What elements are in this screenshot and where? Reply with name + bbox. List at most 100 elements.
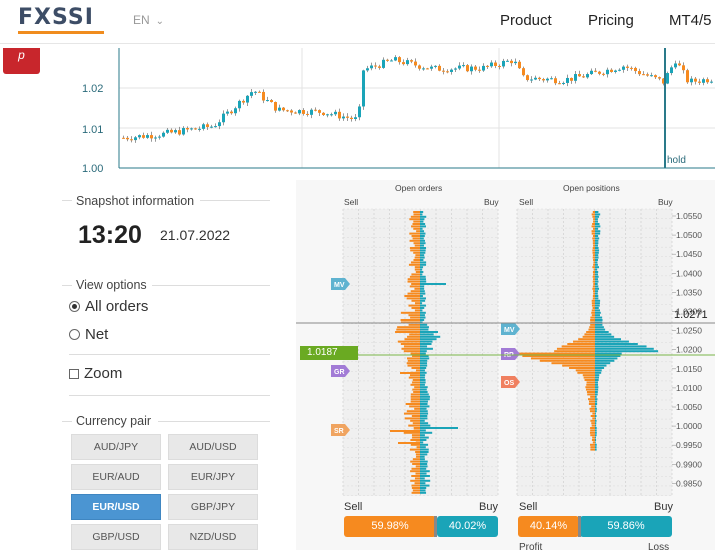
positions-buy-bar [595, 311, 601, 314]
orders-sell-bar [416, 446, 420, 449]
candle-body [486, 65, 489, 67]
positions-ratio-handle[interactable] [578, 516, 581, 537]
share-tab[interactable]: p [3, 48, 40, 74]
orders-sell-bar [405, 403, 420, 405]
orders-sell-bar [411, 475, 420, 477]
orders-buy-bar [420, 422, 429, 425]
pair-nzd-usd[interactable]: NZD/USD [168, 524, 258, 550]
orders-marker-mv[interactable]: MV [331, 278, 350, 290]
orders-ratio-handle[interactable] [434, 516, 437, 537]
orders-sell-bar [411, 367, 420, 369]
candle-body [610, 69, 613, 72]
language-selector[interactable]: EN ⌄ [133, 13, 164, 27]
positions-buy-label: Buy [658, 197, 673, 207]
orders-buy-bar [420, 429, 426, 432]
candle-body [402, 62, 405, 65]
pair-eur-jpy[interactable]: EUR/JPY [168, 464, 258, 490]
orders-sell-bar [413, 211, 420, 213]
orders-buy-bar [420, 223, 426, 225]
candle-body [558, 83, 561, 85]
orders-buy-bar [420, 451, 429, 453]
positions-sell-bar [591, 311, 595, 314]
positions-sell-bar [590, 443, 595, 446]
positions-buy-bar [595, 227, 599, 230]
orders-marker-gr[interactable]: GR [331, 365, 350, 377]
orders-sell-bar [409, 405, 420, 408]
price-level-label: 1.0500 [676, 230, 702, 240]
orders-marker-sr[interactable]: SR [331, 424, 350, 436]
positions-sell-bar [592, 271, 595, 273]
green-price-tag[interactable]: 1.0187 [300, 346, 358, 360]
orders-buy-bar [420, 371, 427, 374]
snapshot-time: 13:20 [78, 221, 142, 249]
orders-buy-bar [420, 407, 427, 410]
candle-body [386, 59, 389, 61]
nav-pricing[interactable]: Pricing [588, 12, 634, 29]
positions-sell-bar [562, 364, 595, 367]
positions-sell-bar [588, 400, 595, 403]
candle-body [370, 65, 373, 69]
pair-eur-aud[interactable]: EUR/AUD [71, 464, 161, 490]
positions-marker-mv[interactable]: MV [501, 323, 520, 335]
positions-buy-bar [595, 436, 596, 439]
orders-buy-bar [420, 328, 429, 331]
orders-sell-bar [415, 465, 420, 468]
orders-buy-bar [420, 362, 428, 365]
orders-buy-pct: 40.02% [437, 516, 498, 537]
pair-aud-jpy[interactable]: AUD/JPY [71, 434, 161, 460]
orders-sell-bar [409, 285, 420, 288]
positions-sell-bar [592, 237, 595, 240]
pair-gbp-usd[interactable]: GBP/USD [71, 524, 161, 550]
positions-buy-bar [595, 321, 603, 324]
pinterest-icon: p [18, 48, 25, 62]
orders-sell-bar [410, 460, 420, 463]
pair-aud-usd[interactable]: AUD/USD [168, 434, 258, 460]
orders-sell-bar [403, 345, 420, 348]
candle-body [502, 60, 505, 67]
nav-product[interactable]: Product [500, 12, 552, 29]
orders-sell-bar [415, 254, 420, 257]
net-label: Net [85, 326, 109, 343]
orders-buy-bottom-label: Buy [479, 501, 498, 513]
view-options-title: View options [76, 278, 147, 292]
orders-sell-bar [412, 489, 420, 492]
positions-marker-os-label: OS [504, 380, 514, 387]
candle-body [382, 59, 385, 68]
candle-body [398, 57, 401, 63]
positions-marker-os[interactable]: OS [501, 376, 520, 388]
open-orders-title: Open orders [395, 183, 443, 193]
orders-sell-bar [413, 259, 420, 261]
pair-eur-usd[interactable]: EUR/USD [71, 494, 161, 520]
price-level-label: 1.0250 [676, 326, 702, 336]
candle-body [574, 74, 577, 81]
positions-buy-bar [595, 283, 598, 285]
orders-buy-bar [420, 287, 425, 290]
candle-body [122, 137, 125, 139]
all-orders-radio[interactable]: All orders [69, 298, 148, 315]
orders-marker-sr-shape [331, 424, 350, 436]
positions-buy-bar [595, 417, 596, 420]
checkbox-icon [69, 368, 79, 379]
price-level-label: 0.9950 [676, 440, 702, 450]
net-radio[interactable]: Net [69, 326, 108, 343]
positions-sell-bar [589, 407, 595, 410]
orders-buy-bar [420, 393, 429, 396]
nav-mt4-5[interactable]: MT4/5 [669, 12, 712, 29]
orders-buy-bar [420, 381, 426, 384]
orders-marker-mv-shape [331, 278, 350, 290]
pair-gbp-jpy[interactable]: GBP/JPY [168, 494, 258, 520]
positions-buy-bar [595, 295, 599, 297]
fxssi-logo[interactable]: FXSSI [18, 5, 94, 30]
orders-sell-bar [410, 383, 420, 386]
currency-pair-title: Currency pair [76, 414, 152, 428]
candle-body [342, 116, 345, 119]
candle-body [514, 61, 517, 64]
orders-buy-label: Buy [484, 197, 499, 207]
orders-buy-bar [420, 304, 427, 307]
positions-sell-bar [592, 256, 595, 259]
positions-buy-bar [595, 218, 598, 221]
zoom-checkbox[interactable]: Zoom [69, 365, 122, 382]
positions-buy-bar [595, 271, 599, 273]
orders-sell-bar [413, 213, 420, 216]
candle-body [238, 100, 241, 109]
